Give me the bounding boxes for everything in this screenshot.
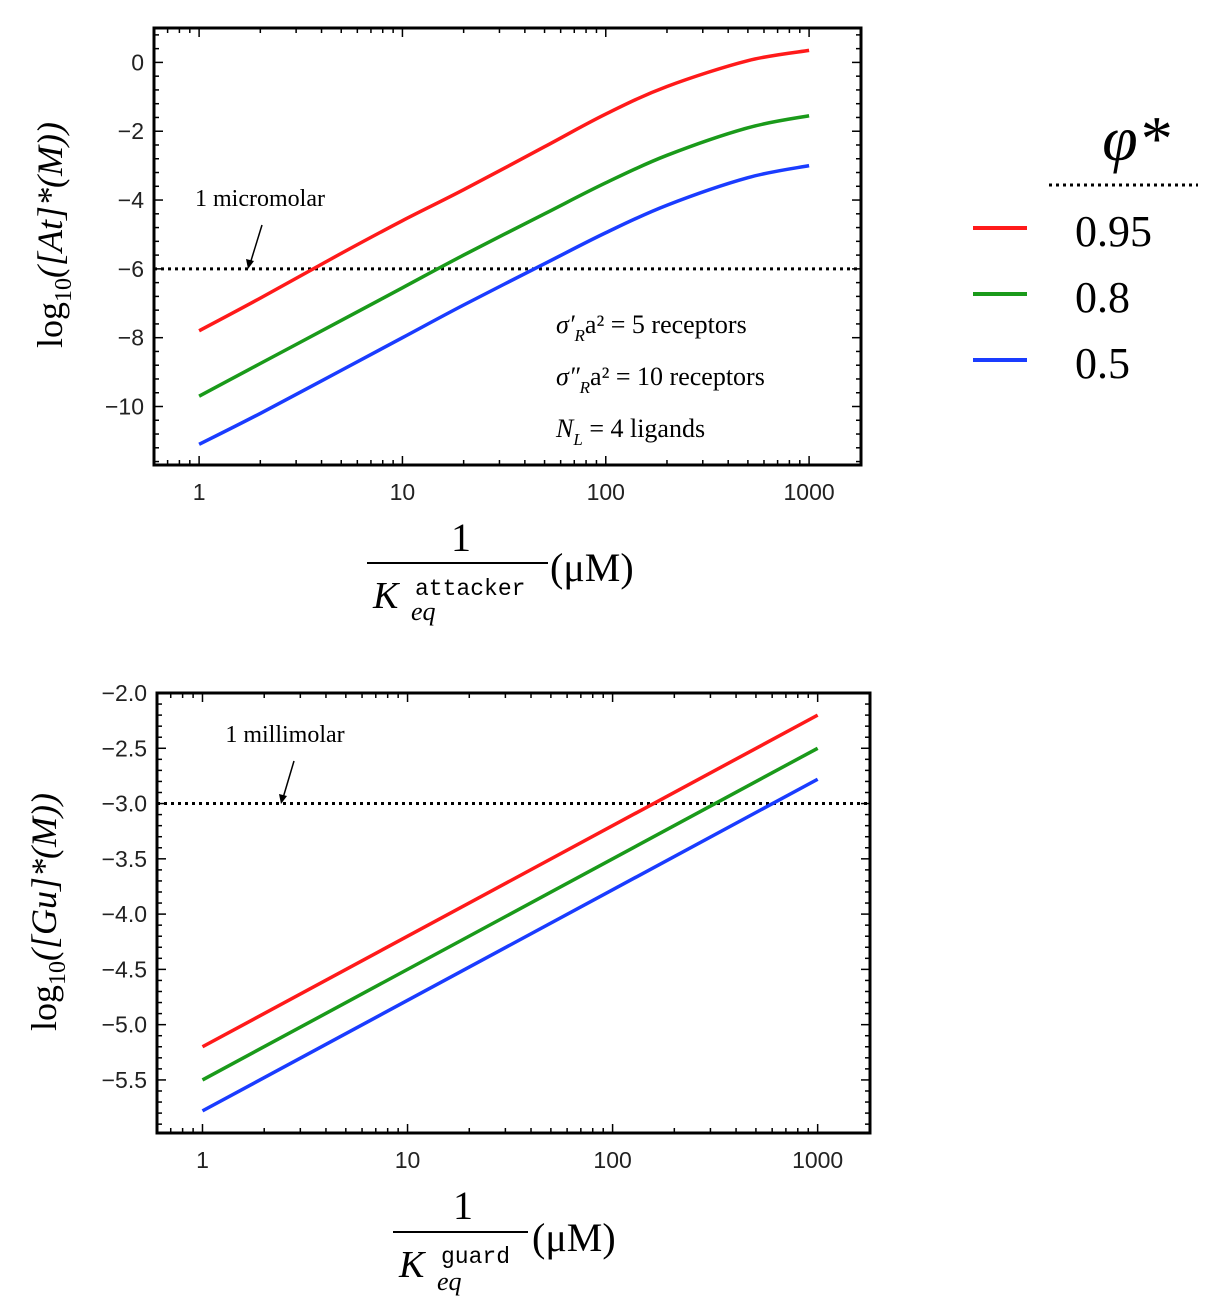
top-x-label-superscript: attacker xyxy=(415,576,525,602)
top-y-tick-label: −8 xyxy=(118,325,144,351)
bottom-y-tick-label: −4.0 xyxy=(102,901,147,927)
bottom-x-tick-label: 100 xyxy=(593,1147,631,1173)
bottom-x-label-denominator: K xyxy=(398,1244,426,1286)
annotation-ligands: NL = 4 ligands xyxy=(555,414,705,449)
top-reference-arrowhead xyxy=(246,259,254,269)
legend-label-0_8: 0.8 xyxy=(1075,273,1130,322)
bottom-x-tick-label: 1 xyxy=(196,1147,209,1173)
bottom-reference-label: 1 millimolar xyxy=(225,722,344,748)
annotation-sigma-prime: σ′Ra² = 5 receptors xyxy=(556,310,747,345)
bottom-y-tick-label: −2.0 xyxy=(102,680,147,706)
top-y-tick-label: −4 xyxy=(118,187,144,213)
legend-label-0_95: 0.95 xyxy=(1075,207,1152,256)
bottom-x-label-superscript: guard xyxy=(441,1244,510,1270)
bottom-x-label-numerator: 1 xyxy=(453,1183,473,1228)
bottom-x-tick-label: 1000 xyxy=(792,1147,843,1173)
bottom-y-tick-label: −2.5 xyxy=(102,735,147,761)
bottom-y-tick-label: −5.5 xyxy=(102,1067,147,1093)
top-reference-arrow xyxy=(249,224,263,265)
top-x-tick-label: 1 xyxy=(193,479,206,505)
top-x-label-numerator: 1 xyxy=(451,515,471,560)
top-x-tick-label: 10 xyxy=(390,479,416,505)
top-series-line-0_5 xyxy=(198,163,810,446)
top-x-axis-label: 1 K attacker eq (μM) xyxy=(367,515,634,626)
top-reference-label: 1 micromolar xyxy=(195,186,325,212)
top-y-tick-label: −6 xyxy=(118,256,144,282)
bottom-y-tick-label: −4.5 xyxy=(102,956,147,982)
bottom-y-tick-label: −3.5 xyxy=(102,846,147,872)
top-plot-frame xyxy=(152,26,863,467)
top-x-label-unit: (μM) xyxy=(550,545,634,590)
top-x-tick-label: 100 xyxy=(587,479,625,505)
top-y-tick-label: −10 xyxy=(105,394,144,420)
bottom-reference-arrowhead xyxy=(279,794,287,804)
bottom-x-label-subscript: eq xyxy=(437,1267,462,1296)
bottom-chart: 1 10 100 1000 −2.0 −2.5 −3.0 −3.5 −4.0 −4.5 −5.0 −5… xyxy=(24,680,872,1296)
bottom-x-axis-label: 1 K guard eq (μM) xyxy=(393,1183,616,1296)
legend-title: φ* xyxy=(1102,103,1169,174)
bottom-series-line-0_8 xyxy=(201,746,819,1082)
bottom-x-label-unit: (μM) xyxy=(532,1215,616,1260)
top-x-tick-label: 1000 xyxy=(784,479,835,505)
bottom-y-tick-label: −5.0 xyxy=(102,1012,147,1038)
bottom-x-tick-label: 10 xyxy=(395,1147,421,1173)
top-chart: 1 10 100 1000 0 −2 −4 −6 −8 −10 1 micromolar σ′Ra… xyxy=(30,26,863,626)
top-x-label-subscript: eq xyxy=(411,597,436,626)
top-series-line-0_8 xyxy=(198,114,810,398)
top-y-tick-label: 0 xyxy=(131,49,144,75)
bottom-series-line-0_95 xyxy=(201,713,819,1049)
bottom-plot-frame xyxy=(155,691,872,1135)
annotation-sigma-double-prime: σ″Ra² = 10 receptors xyxy=(556,362,765,397)
top-series-line-0_95 xyxy=(198,48,810,333)
legend-label-0_5: 0.5 xyxy=(1075,339,1130,388)
bottom-y-axis-label: log10([Gu]*(M)) xyxy=(24,793,71,1031)
bottom-reference-arrow xyxy=(282,760,295,799)
bottom-series-line-0_5 xyxy=(201,777,819,1113)
legend: φ* 0.95 0.8 0.5 xyxy=(973,103,1198,388)
top-y-tick-label: −2 xyxy=(118,118,144,144)
top-y-axis-label: log10([At]*(M)) xyxy=(30,122,77,348)
top-x-label-denominator: K xyxy=(372,575,400,617)
bottom-y-tick-label: −3.0 xyxy=(102,791,147,817)
